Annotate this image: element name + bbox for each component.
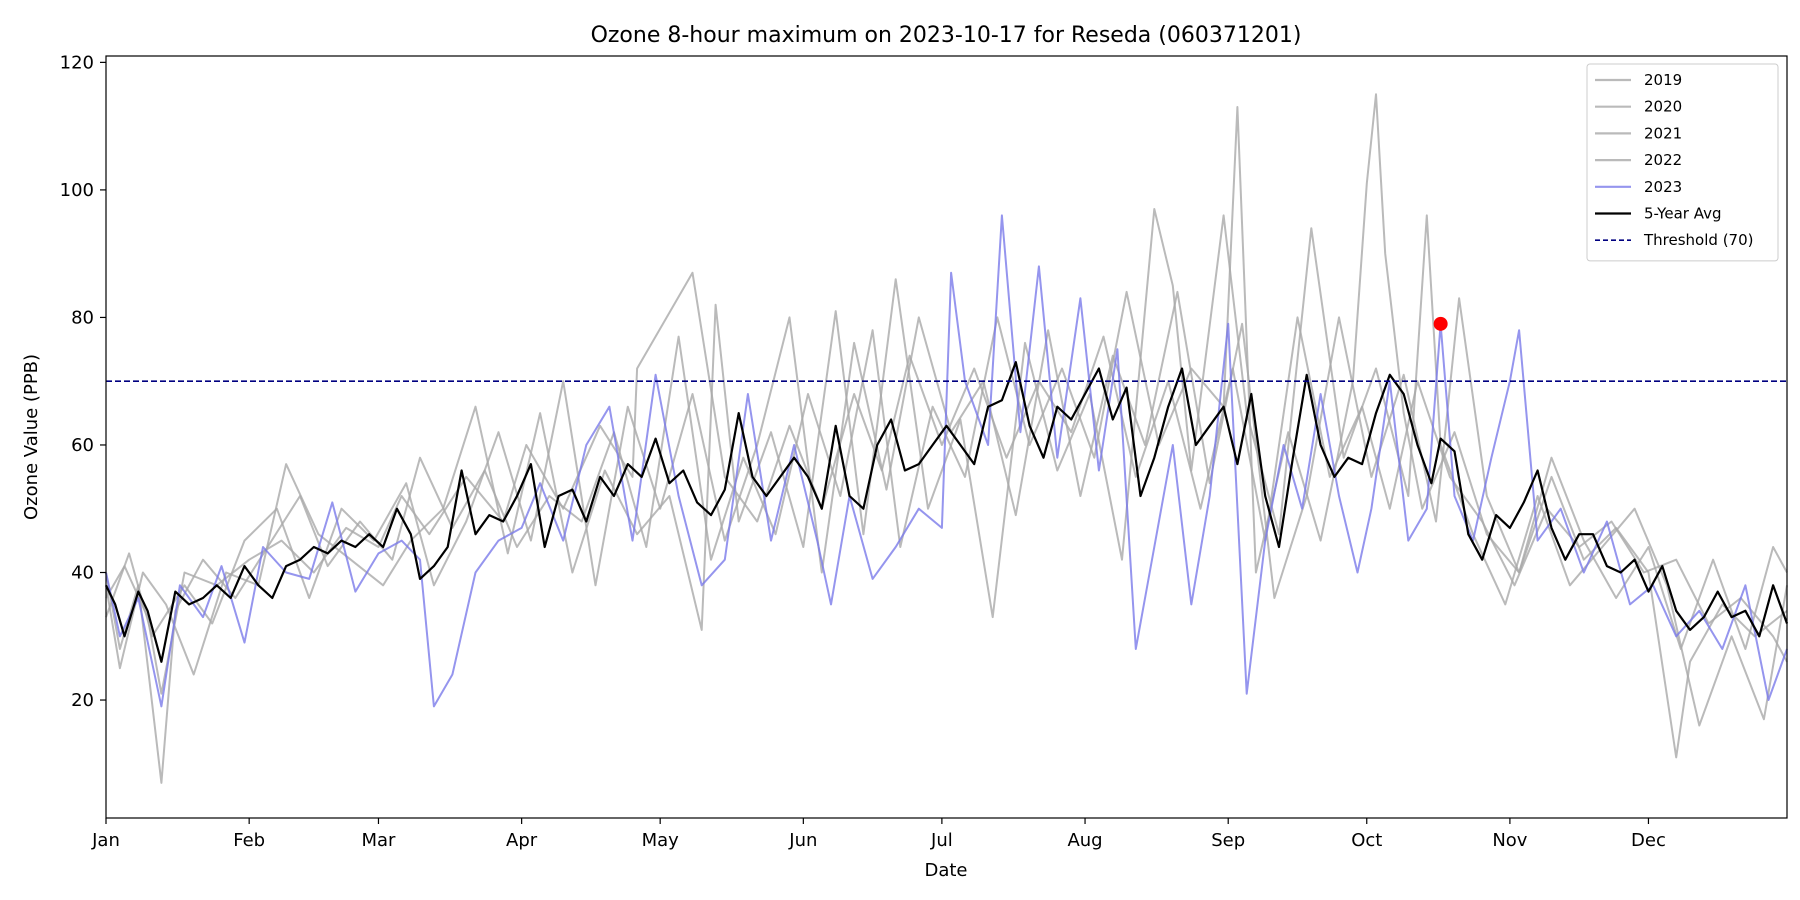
y-tick-label: 120 [60, 52, 94, 73]
x-tick-label: Apr [506, 830, 538, 851]
x-tick-label: Jan [91, 830, 120, 851]
y-tick-label: 20 [71, 690, 94, 711]
x-tick-label: Feb [233, 830, 265, 851]
series-line-2019 [105, 271, 1788, 695]
legend-label: Threshold (70) [1643, 231, 1753, 249]
x-axis: Jan Feb Mar Apr May Jun Jul Aug Sep Oct Nov Dec [91, 818, 1666, 851]
y-axis: 20 40 60 80 100 120 [60, 52, 106, 711]
x-tick-label: Mar [361, 830, 396, 851]
x-tick-label: May [642, 830, 680, 851]
legend-label: 2023 [1644, 178, 1682, 196]
highlight-point [1433, 316, 1448, 331]
x-tick-label: Oct [1351, 830, 1382, 851]
y-axis-label: Ozone Value (PPB) [21, 354, 42, 520]
legend-label: 2021 [1644, 124, 1682, 142]
x-tick-label: Jul [930, 830, 953, 851]
x-tick-label: Nov [1492, 830, 1527, 851]
x-axis-label: Date [924, 860, 967, 881]
legend-label: 2019 [1644, 71, 1682, 89]
y-tick-label: 60 [71, 435, 94, 456]
plot-frame [105, 55, 1788, 819]
chart-title: Ozone 8-hour maximum on 2023-10-17 for R… [591, 23, 1302, 48]
y-tick-label: 40 [71, 563, 94, 584]
x-tick-label: Jun [788, 830, 817, 851]
series-layer [105, 93, 1789, 784]
x-tick-label: Dec [1631, 830, 1666, 851]
legend-box [1586, 63, 1779, 262]
highlight-layer [1433, 316, 1448, 331]
y-tick-label: 80 [71, 307, 94, 328]
y-tick-label: 100 [60, 180, 94, 201]
legend: 2019 2020 2021 2022 2023 5-Year Avg Threshold … [1586, 63, 1779, 262]
legend-label: 5-Year Avg [1644, 205, 1721, 223]
series-line-2023 [105, 214, 1788, 708]
series-line-5-year-avg [105, 361, 1789, 663]
legend-label: 2022 [1644, 151, 1682, 169]
x-tick-label: Aug [1067, 830, 1102, 851]
series-line-2020 [105, 93, 1788, 784]
x-tick-label: Sep [1211, 830, 1245, 851]
legend-label: 2020 [1644, 98, 1682, 116]
